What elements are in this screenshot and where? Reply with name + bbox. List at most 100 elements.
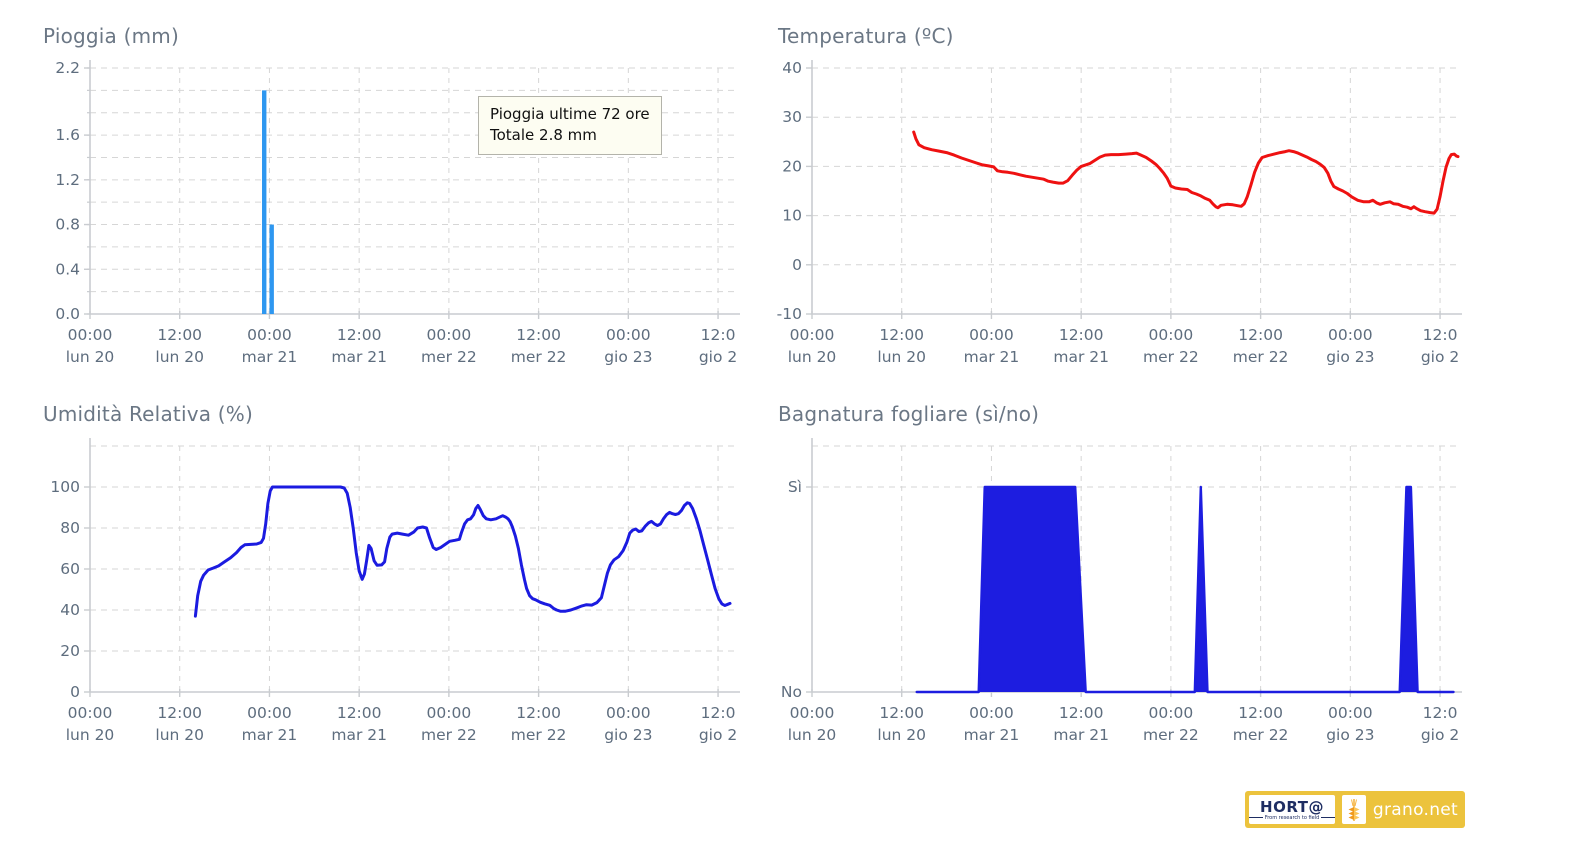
svg-text:lun 20: lun 20	[66, 726, 115, 744]
svg-text:20: 20	[782, 157, 802, 175]
svg-text:lun 20: lun 20	[877, 348, 926, 366]
svg-text:lun 20: lun 20	[155, 726, 204, 744]
temperatura-line	[912, 130, 1460, 215]
svg-text:12:0: 12:0	[701, 326, 736, 344]
svg-text:gio 23: gio 23	[604, 348, 652, 366]
plot-temperatura: 00:00 lun 20 12:00 lun 20 00:00 mar 21 12:00 ma…	[777, 59, 1462, 366]
svg-text:40: 40	[782, 59, 802, 77]
grano-net-label: grano.net	[1372, 799, 1458, 820]
pioggia-bar	[262, 90, 267, 314]
svg-text:mer 22: mer 22	[1233, 348, 1289, 366]
svg-text:12:00: 12:00	[1238, 704, 1283, 722]
chart-bagnatura-fogliare: Bagnatura fogliare (sì/no) 00:00 lun 20 12…	[762, 400, 1462, 780]
svg-text:00:00: 00:00	[68, 326, 113, 344]
horta-tagline: From research to field	[1249, 815, 1336, 821]
svg-text:00:00: 00:00	[790, 326, 835, 344]
svg-text:12:0: 12:0	[701, 704, 736, 722]
svg-text:0.4: 0.4	[55, 260, 80, 278]
svg-text:mar 21: mar 21	[1053, 348, 1109, 366]
svg-text:gio 23: gio 23	[1326, 348, 1374, 366]
chart-title-umidita: Umidità Relativa (%)	[43, 402, 253, 426]
svg-text:12:00: 12:00	[879, 704, 924, 722]
svg-text:lun 20: lun 20	[877, 726, 926, 744]
svg-text:mer 22: mer 22	[1143, 348, 1199, 366]
svg-text:00:00: 00:00	[1328, 704, 1373, 722]
wheat-icon	[1342, 795, 1366, 824]
rain-total-tooltip: Pioggia ultime 72 ore Totale 2.8 mm	[478, 96, 662, 155]
svg-text:00:00: 00:00	[427, 326, 472, 344]
svg-text:20: 20	[60, 642, 80, 660]
svg-text:mer 22: mer 22	[511, 348, 567, 366]
svg-text:12:0: 12:0	[1423, 704, 1458, 722]
svg-text:00:00: 00:00	[247, 326, 292, 344]
svg-text:gio 2: gio 2	[699, 726, 737, 744]
svg-text:0: 0	[70, 683, 80, 701]
svg-text:mer 22: mer 22	[421, 726, 477, 744]
svg-text:mer 22: mer 22	[511, 726, 567, 744]
rain-tooltip-line2: Totale 2.8 mm	[490, 126, 597, 144]
svg-text:gio 23: gio 23	[1326, 726, 1374, 744]
svg-text:mar 21: mar 21	[964, 348, 1020, 366]
svg-text:2.2: 2.2	[55, 59, 80, 77]
svg-text:00:00: 00:00	[1149, 326, 1194, 344]
svg-text:00:00: 00:00	[969, 326, 1014, 344]
svg-text:12:00: 12:00	[1238, 326, 1283, 344]
svg-text:12:00: 12:00	[879, 326, 924, 344]
svg-text:mer 22: mer 22	[421, 348, 477, 366]
svg-text:00:00: 00:00	[606, 326, 651, 344]
svg-text:mer 22: mer 22	[1233, 726, 1289, 744]
horta-grano-logo[interactable]: HORT@ From research to field grano.net	[1245, 791, 1465, 828]
svg-text:00:00: 00:00	[969, 704, 1014, 722]
svg-text:mar 21: mar 21	[331, 726, 387, 744]
chart-temperatura: Temperatura (ºC) 00:00 lun 20 12:00 lun 20 0…	[762, 22, 1462, 402]
svg-text:100: 100	[50, 478, 80, 496]
svg-text:00:00: 00:00	[606, 704, 651, 722]
svg-text:mar 21: mar 21	[242, 726, 298, 744]
svg-text:00:00: 00:00	[1149, 704, 1194, 722]
svg-text:10: 10	[782, 207, 802, 225]
svg-text:lun 20: lun 20	[788, 726, 837, 744]
svg-text:1.6: 1.6	[55, 126, 80, 144]
svg-text:0.0: 0.0	[55, 305, 80, 323]
svg-text:00:00: 00:00	[68, 704, 113, 722]
svg-text:gio 23: gio 23	[604, 726, 652, 744]
chart-title-bagnatura: Bagnatura fogliare (sì/no)	[778, 402, 1040, 426]
svg-text:mar 21: mar 21	[1053, 726, 1109, 744]
horta-brand: HORT@	[1260, 797, 1324, 816]
svg-text:12:00: 12:00	[1059, 326, 1104, 344]
svg-text:12:00: 12:00	[157, 704, 202, 722]
svg-text:12:00: 12:00	[516, 326, 561, 344]
plot-bagnatura: 00:00 lun 20 12:00 lun 20 00:00 mar 21 12:00 ma…	[781, 438, 1462, 744]
svg-text:00:00: 00:00	[247, 704, 292, 722]
svg-text:12:00: 12:00	[337, 326, 382, 344]
svg-text:mer 22: mer 22	[1143, 726, 1199, 744]
svg-text:12:00: 12:00	[337, 704, 382, 722]
svg-text:mar 21: mar 21	[964, 726, 1020, 744]
horta-badge: HORT@ From research to field	[1249, 795, 1335, 824]
svg-text:-10: -10	[777, 305, 802, 323]
svg-text:00:00: 00:00	[790, 704, 835, 722]
pioggia-bar	[269, 224, 274, 314]
svg-text:lun 20: lun 20	[66, 348, 115, 366]
bagnatura-area	[916, 487, 1454, 692]
svg-text:lun 20: lun 20	[788, 348, 837, 366]
svg-text:1.2: 1.2	[55, 171, 80, 189]
chart-umidita-relativa: Umidità Relativa (%) 00:00 lun 20 12:00 lun…	[40, 400, 740, 780]
plot-pioggia: 00:00 lun 20 12:00 lun 20 00:00 mar 21 12:00 ma…	[55, 59, 740, 366]
svg-text:00:00: 00:00	[427, 704, 472, 722]
umidita-line	[193, 485, 732, 618]
svg-text:gio 2: gio 2	[699, 348, 737, 366]
svg-text:80: 80	[60, 519, 80, 537]
svg-text:lun 20: lun 20	[155, 348, 204, 366]
rain-tooltip-line1: Pioggia ultime 72 ore	[490, 105, 650, 123]
chart-title-temperatura: Temperatura (ºC)	[778, 24, 954, 48]
svg-text:Sì: Sì	[788, 478, 802, 496]
svg-text:12:0: 12:0	[1423, 326, 1458, 344]
svg-text:gio 2: gio 2	[1421, 726, 1459, 744]
chart-pioggia: Pioggia (mm) 00:00 lun 20 12:00 lun 20 00:00…	[40, 22, 740, 402]
svg-text:12:00: 12:00	[157, 326, 202, 344]
svg-text:mar 21: mar 21	[242, 348, 298, 366]
svg-text:40: 40	[60, 601, 80, 619]
